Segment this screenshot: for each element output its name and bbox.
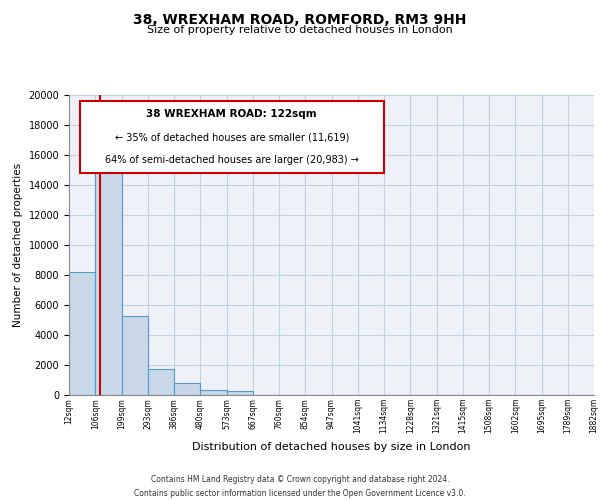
Bar [227, 391, 253, 395]
Text: ← 35% of detached houses are smaller (11,619): ← 35% of detached houses are smaller (11… [115, 132, 349, 142]
Text: 64% of semi-detached houses are larger (20,983) →: 64% of semi-detached houses are larger (… [105, 155, 359, 165]
X-axis label: Distribution of detached houses by size in London: Distribution of detached houses by size … [192, 442, 471, 452]
Bar [95, 148, 121, 395]
Bar [69, 272, 95, 395]
FancyBboxPatch shape [79, 101, 384, 173]
Text: 38 WREXHAM ROAD: 122sqm: 38 WREXHAM ROAD: 122sqm [146, 109, 317, 119]
Y-axis label: Number of detached properties: Number of detached properties [13, 163, 23, 327]
Bar [200, 390, 227, 395]
Bar [148, 369, 174, 395]
Bar [121, 316, 148, 395]
Bar [174, 383, 200, 395]
Text: Contains HM Land Registry data © Crown copyright and database right 2024.
Contai: Contains HM Land Registry data © Crown c… [134, 476, 466, 498]
Text: Size of property relative to detached houses in London: Size of property relative to detached ho… [147, 25, 453, 35]
Text: 38, WREXHAM ROAD, ROMFORD, RM3 9HH: 38, WREXHAM ROAD, ROMFORD, RM3 9HH [133, 12, 467, 26]
